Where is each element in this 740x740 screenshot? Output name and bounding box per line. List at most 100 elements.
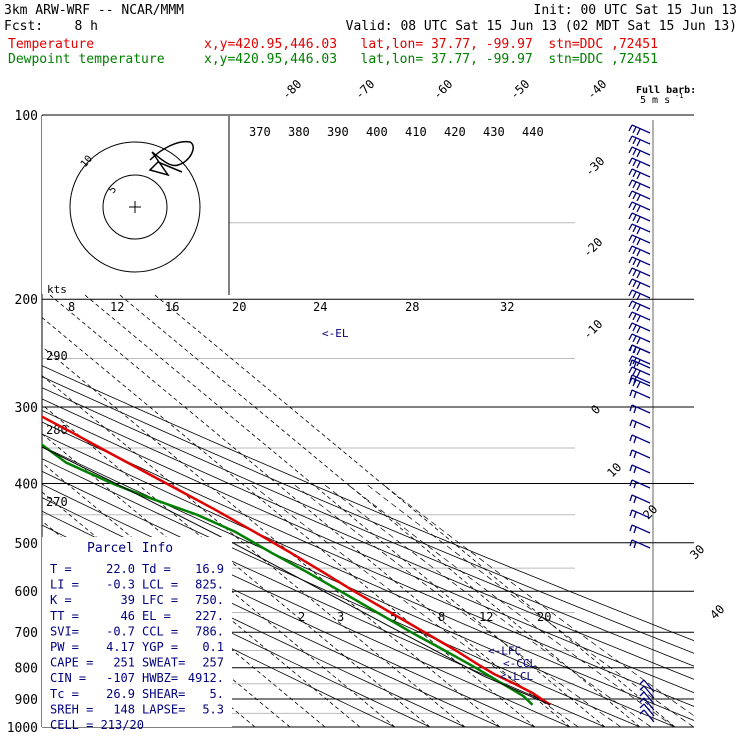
parcel-path-line xyxy=(42,446,551,706)
wind-barb xyxy=(629,494,651,504)
theta-e-label: 420 xyxy=(444,125,466,139)
init-time: Init: 00 UTC Sat 15 Jun 13 xyxy=(533,3,738,18)
parcel-row-value: 227. xyxy=(195,609,224,623)
mixing-ratio-label: 3 xyxy=(337,610,344,624)
parcel-row-label: T = xyxy=(50,562,72,576)
level-annotation: <-EL xyxy=(322,327,349,340)
wind-barb xyxy=(629,479,651,489)
pressure-tick-label: 100 xyxy=(15,109,38,124)
wind-barb xyxy=(629,524,651,534)
mixing-ratio-label: 2 xyxy=(298,610,305,624)
wind-barb xyxy=(628,124,651,136)
parcel-row-value: 825. xyxy=(195,578,224,592)
parcel-row-label: YGP = xyxy=(142,640,178,654)
parcel-row-value: 750. xyxy=(195,593,224,607)
theta-e-label: 390 xyxy=(327,125,349,139)
isotherm-label: 10 xyxy=(604,460,624,480)
isotherm-label: 20 xyxy=(640,502,660,522)
isotherm-label: -50 xyxy=(507,77,532,102)
forecast-hour: Fcst: 8 h xyxy=(4,19,98,34)
level-annotations: <-EL <-LFC<-CCL<-LCL xyxy=(322,327,536,683)
wind-barb xyxy=(639,703,655,717)
wind-barb xyxy=(628,322,651,334)
wind-barb xyxy=(629,344,651,354)
barb-key-unit-exponent: -1 xyxy=(675,92,683,100)
wind-barb xyxy=(628,256,651,268)
parcel-row-label: SVI= xyxy=(50,624,79,638)
parcel-row-value: 257 xyxy=(202,656,224,670)
wind-barb xyxy=(629,374,651,384)
level-annotation: <-LFC xyxy=(488,645,521,658)
mixing-ratio-label: 8 xyxy=(438,610,445,624)
wind-barb xyxy=(629,389,651,399)
parcel-row-label: HWBZ= xyxy=(142,671,178,685)
dry-adiabat-line xyxy=(42,470,607,727)
parcel-row-label: Tc = xyxy=(50,687,79,701)
parcel-row-value: 46 xyxy=(121,609,135,623)
parcel-row-label: CAPE = xyxy=(50,656,93,670)
dry-adiabat-line xyxy=(42,398,694,680)
parcel-row-label: Td = xyxy=(142,562,171,576)
parcel-row-label: TT = xyxy=(50,609,79,623)
barb-key-title: Full barb: xyxy=(636,85,696,96)
pressure-tick-label: 800 xyxy=(15,662,38,677)
parcel-info-background xyxy=(42,537,232,727)
parcel-row-value: -107 xyxy=(106,671,135,685)
parcel-row-value: 5. xyxy=(210,687,224,701)
mixing-ratio-label: 28 xyxy=(405,300,419,314)
dry-adiabat-line xyxy=(42,421,694,707)
wind-barb xyxy=(628,267,651,279)
parcel-row-value: 39 xyxy=(121,593,135,607)
dry-adiabat-line xyxy=(42,483,572,727)
theta-e-label: 410 xyxy=(405,125,427,139)
wind-barb xyxy=(628,157,651,169)
mixing-ratio-label: 12 xyxy=(479,610,493,624)
theta-e-label: 430 xyxy=(483,125,505,139)
parcel-row-value: 4912. xyxy=(188,671,224,685)
mixing-ratio-label: 12 xyxy=(110,300,124,314)
wind-barb xyxy=(628,212,651,224)
mixing-ratio-label: 5 xyxy=(390,610,397,624)
isotherm-label: 30 xyxy=(687,542,707,562)
mixing-ratio-label: 24 xyxy=(313,300,327,314)
dry-adiabat-line xyxy=(42,376,694,654)
wind-barb xyxy=(628,311,651,323)
model-title: 3km ARW-WRF -- NCAR/MMM xyxy=(4,3,185,18)
parcel-row-label: LCL = xyxy=(142,578,178,592)
parcel-info-box: Parcel Info T = 22.0 Td = 16.9 LI = -0.3 LCL =… xyxy=(42,537,232,732)
pressure-tick-label: 200 xyxy=(15,293,38,308)
mixing-ratio-line xyxy=(292,483,622,727)
isotherm-label: 0 xyxy=(588,402,603,417)
isotherm-label: -20 xyxy=(580,235,605,260)
isotherm-line xyxy=(0,115,10,727)
isotherm-label: -70 xyxy=(352,77,377,102)
dry-adiabat-line xyxy=(42,433,694,721)
isotherm-label: -60 xyxy=(430,77,455,102)
wind-barb xyxy=(629,464,651,474)
hodograph-trace xyxy=(148,140,194,177)
dry-adiabat-line xyxy=(42,365,694,642)
pressure-tick-label: 300 xyxy=(15,401,38,416)
wind-barb xyxy=(639,679,655,693)
parcel-row-value: 22.0 xyxy=(106,562,135,576)
wind-barb xyxy=(628,289,651,301)
isotherm-line xyxy=(42,404,431,727)
mixing-ratio-label: 32 xyxy=(500,300,514,314)
wind-barb xyxy=(628,300,651,312)
isotherm-label: -10 xyxy=(580,317,605,342)
isotherm-label: -40 xyxy=(584,77,609,102)
isotherm-line xyxy=(42,317,536,727)
wind-barb xyxy=(629,359,651,369)
wind-barb xyxy=(628,245,651,257)
hodograph-ring-outer xyxy=(69,141,201,273)
wind-barb xyxy=(639,691,655,705)
profile-line-temperature xyxy=(42,415,551,706)
parcel-row-label: SHEAR= xyxy=(142,687,185,701)
pressure-tick-label: 900 xyxy=(15,693,38,708)
theta-e-label: 370 xyxy=(249,125,271,139)
wind-barb xyxy=(628,366,651,378)
level-annotation: <-LCL xyxy=(500,670,533,683)
hodograph-speed-unit: kts xyxy=(47,283,67,296)
theta-e-label: 380 xyxy=(288,125,310,139)
isotherm-label: -30 xyxy=(582,154,607,179)
